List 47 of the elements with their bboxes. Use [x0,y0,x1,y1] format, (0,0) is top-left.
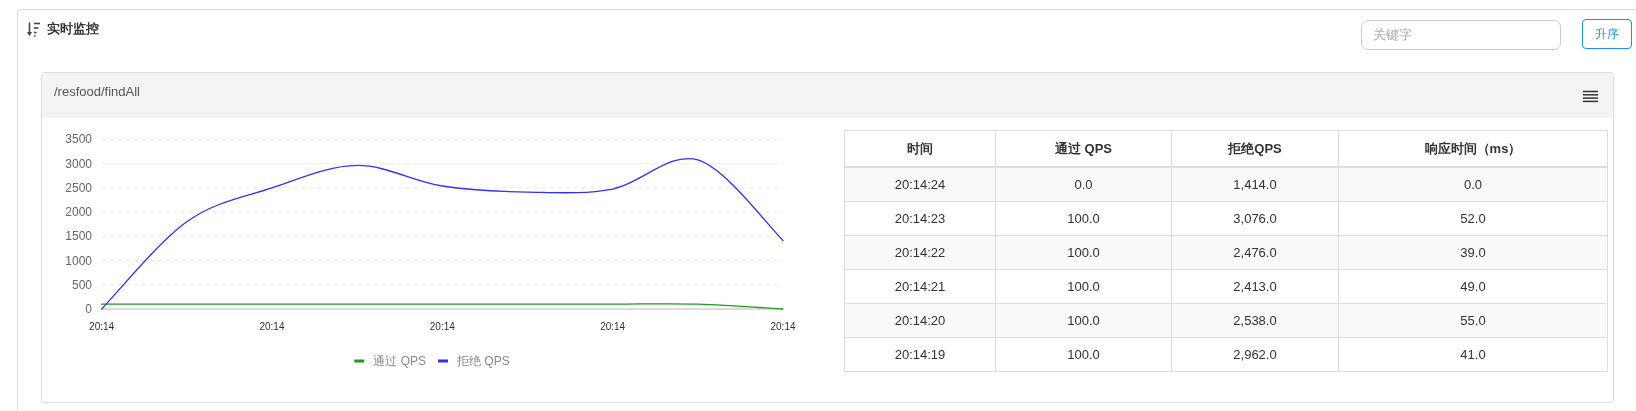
y-tick-label: 20:14:20 [844,303,996,338]
data-label: 2,476.0 [1171,235,1339,270]
x-tick-label: 20:14 [259,320,285,331]
x-tick-label: 20:14 [429,320,456,331]
data-label: 52.0 [1338,201,1608,236]
data-label: 100.0 [995,235,1172,270]
x-tick-label: 20:14 [89,320,115,331]
y-tick-label: 20:14:22 [844,235,996,270]
y-tick-label: 20:14:24 [844,167,996,202]
data-label: 3,076.0 [1171,201,1339,236]
data-label: 0.0 [995,167,1172,202]
data-label: 100.0 [995,201,1172,236]
y-tick-label: 2500 [65,180,93,195]
data-label: 49.0 [1338,269,1608,304]
y-tick-label: 1000 [65,253,93,268]
x-tick-label: 拒绝QPS [1171,130,1339,167]
y-tick-label: 20:14:19 [844,337,996,372]
y-tick-label: 3500 [65,132,93,147]
data-label: 2,962.0 [1171,337,1339,372]
chart-title: /resfood/findAll [54,84,140,100]
input-keyword: 关键字 [1361,20,1561,50]
x-tick-label: 通过 QPS [995,130,1172,167]
data-label: 2,413.0 [1171,269,1339,304]
button-sort: 升序 [1582,19,1632,49]
data-label: 41.0 [1338,337,1608,372]
data-label: 2,538.0 [1171,303,1339,338]
legend-label: 通过 QPS [373,354,426,368]
y-tick-label: 2000 [65,205,93,220]
text: 实时监控 [47,20,99,38]
data-label: 100.0 [995,337,1172,372]
data-label: 100.0 [995,303,1172,338]
data-label: 55.0 [1338,303,1608,338]
y-tick-label: 20:14:23 [844,201,996,236]
y-axis-title: 时间 [844,130,996,167]
y-tick-label: 1500 [65,229,93,244]
y-tick-label: 3000 [65,156,93,171]
data-label: 100.0 [995,269,1172,304]
data-label: 39.0 [1338,235,1608,270]
y-tick-label: 0 [85,302,93,316]
y-tick-label: 500 [71,277,93,292]
legend-label: 拒绝 QPS [456,354,510,368]
y-tick-label: 20:14:21 [844,269,996,304]
x-tick-label: 20:14 [770,320,796,331]
x-tick-label: 响应时间（ms） [1338,130,1608,167]
x-tick-label: 20:14 [600,320,626,331]
data-label: 1,414.0 [1171,167,1339,202]
data-label: 0.0 [1338,167,1608,202]
